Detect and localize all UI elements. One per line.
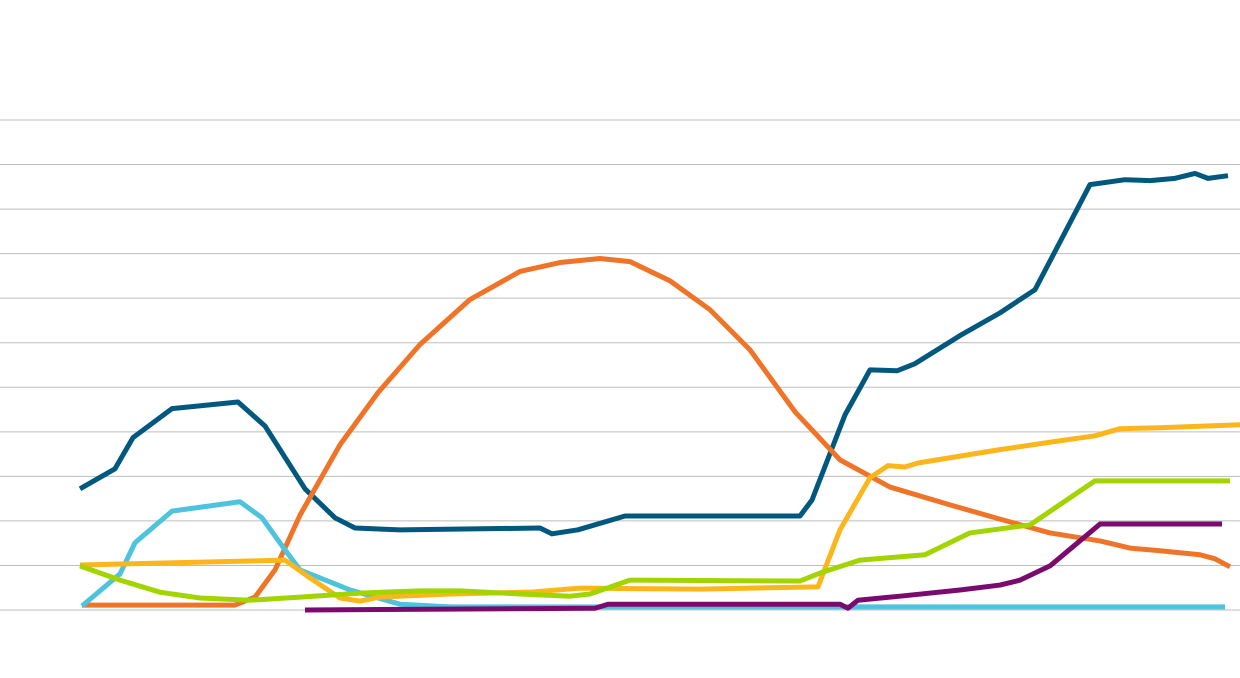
series-line xyxy=(304,521,1222,613)
series-line xyxy=(79,422,1240,604)
series-line xyxy=(80,499,1225,610)
series-line xyxy=(79,478,1230,603)
series-line xyxy=(78,170,1229,537)
series-line xyxy=(82,256,1232,608)
